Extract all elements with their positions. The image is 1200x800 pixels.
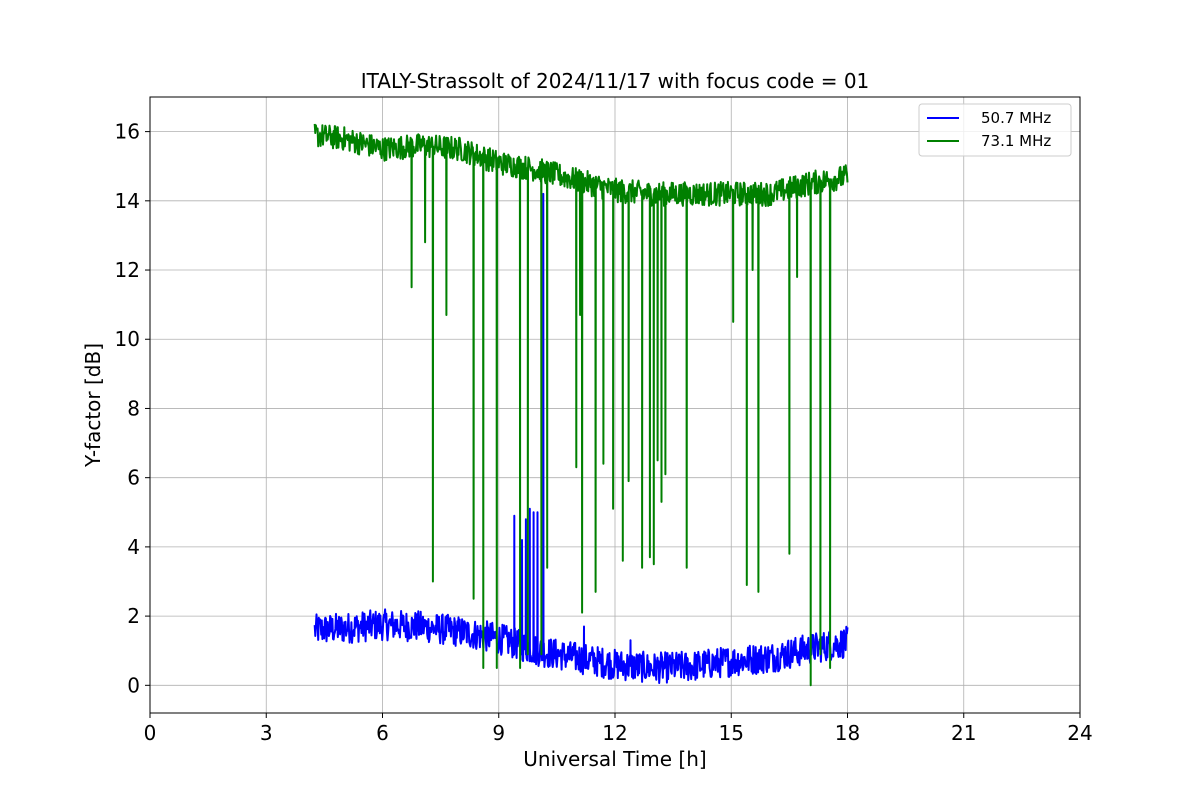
y-tick-label: 10 [115, 327, 140, 351]
x-tick-label: 0 [144, 721, 157, 745]
y-tick-label: 4 [127, 535, 140, 559]
y-tick-label: 12 [115, 258, 140, 282]
y-tick-label: 8 [127, 396, 140, 420]
x-tick-label: 6 [376, 721, 389, 745]
y-axis-label: Y-factor [dB] [81, 343, 105, 468]
y-tick-label: 2 [127, 604, 140, 628]
legend-label: 73.1 MHz [981, 132, 1051, 150]
x-tick-label: 21 [951, 721, 976, 745]
x-tick-label: 3 [260, 721, 273, 745]
grid [149, 97, 1081, 713]
plot-series [313, 123, 849, 687]
y-tick-label: 16 [115, 120, 140, 144]
y-tick-label: 0 [127, 673, 140, 697]
x-tick-label: 24 [1067, 721, 1092, 745]
x-tick-label: 9 [492, 721, 505, 745]
legend: 50.7 MHz 73.1 MHz [918, 103, 1072, 157]
series-line-1 [313, 123, 849, 687]
y-tick-label: 14 [115, 189, 140, 213]
x-axis-label: Universal Time [h] [523, 747, 706, 771]
x-tick-label: 12 [602, 721, 627, 745]
legend-label: 50.7 MHz [981, 109, 1051, 127]
x-tick-label: 15 [719, 721, 744, 745]
x-tick-label: 18 [835, 721, 860, 745]
series-line-0 [313, 192, 849, 684]
y-tick-label: 6 [127, 466, 140, 490]
chart-title: ITALY-Strassolt of 2024/11/17 with focus… [361, 69, 870, 93]
